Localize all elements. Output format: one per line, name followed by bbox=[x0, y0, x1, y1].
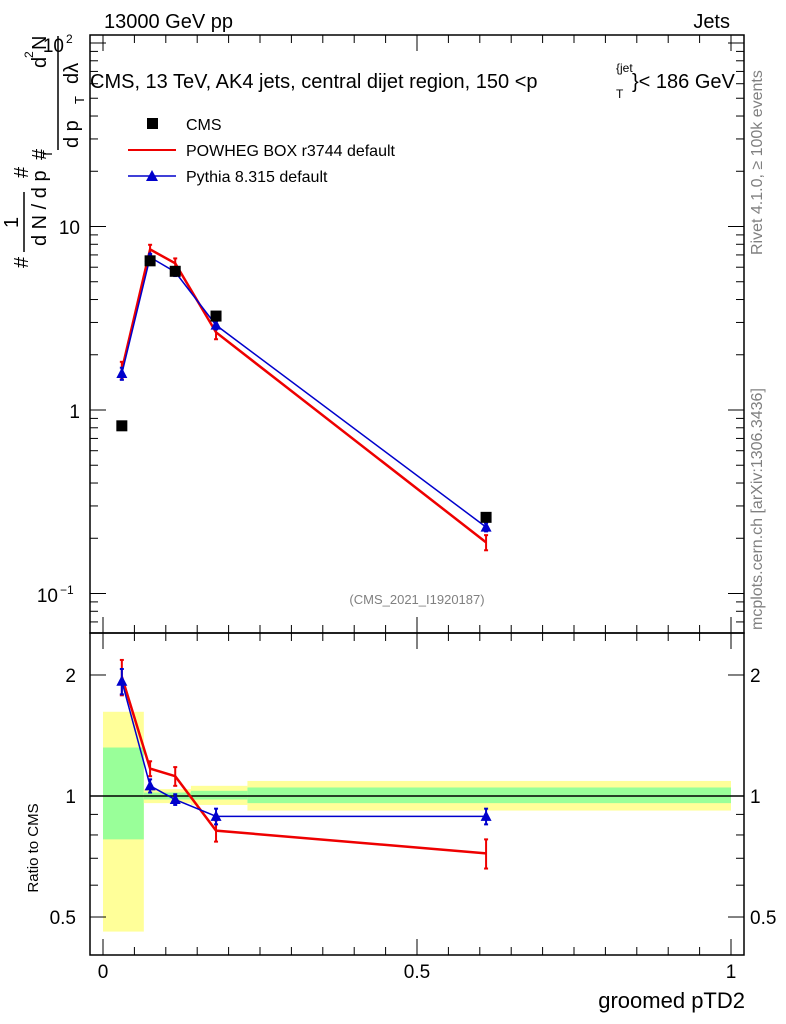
ratio-ytick-0.5-right: 0.5 bbox=[750, 908, 776, 929]
ratio-ytick-1-right: 1 bbox=[750, 787, 761, 808]
main-cms-point bbox=[169, 265, 181, 277]
ylabel-n: N bbox=[29, 36, 51, 50]
ratio-ytick-0.5: 0.5 bbox=[50, 908, 76, 929]
main-powheg-line bbox=[120, 247, 487, 544]
ratio-y-tick-labels: 2 1 0.5 2 1 0.5 bbox=[50, 666, 777, 929]
ylabel-t1: T bbox=[40, 150, 55, 158]
ratio-ytick-2-right: 2 bbox=[750, 666, 761, 687]
title-subscript: T bbox=[616, 87, 624, 101]
ratio-ytick-1: 1 bbox=[65, 787, 76, 808]
mcplots-label: mcplots.cern.ch [arXiv:1306.3436] bbox=[749, 388, 766, 630]
ylabel-hash3: # bbox=[29, 148, 51, 160]
ylabel-hash2: # bbox=[11, 166, 33, 178]
ytick-1: 1 bbox=[69, 402, 80, 423]
energy-label: 13000 GeV pp bbox=[104, 11, 233, 33]
ylabel-one: 1 bbox=[1, 217, 23, 228]
axis-ticks bbox=[90, 35, 744, 955]
main-ylabel: # 1 d N / d p T # # d p T d 2 N dλ bbox=[1, 36, 87, 268]
analysis-id: (CMS_2021_I1920187) bbox=[349, 592, 484, 607]
main-cms-point bbox=[210, 310, 222, 322]
rivet-label: Rivet 4.1.0, ≥ 100k events bbox=[749, 70, 766, 255]
ylabel-dlambda: dλ bbox=[61, 63, 83, 84]
legend-pythia-label: Pythia 8.315 default bbox=[186, 169, 328, 186]
main-cms-point bbox=[144, 255, 156, 267]
x-tick-labels: 0 0.5 1 bbox=[98, 962, 737, 983]
ylabel-t2: T bbox=[72, 96, 87, 104]
ratio-pythia-point bbox=[116, 675, 128, 686]
ratio-powheg-line bbox=[120, 676, 487, 855]
legend-pythia-marker bbox=[146, 170, 158, 181]
green-band-0 bbox=[103, 747, 144, 840]
main-pythia-point bbox=[480, 521, 492, 532]
title-end: }< 186 GeV bbox=[632, 71, 736, 93]
ylabel-d2n: d bbox=[29, 57, 51, 68]
ytick-0.1-base: 10 bbox=[37, 586, 58, 607]
ylabel-dndpt: d N / d p bbox=[29, 170, 51, 246]
legend: CMS POWHEG BOX r3744 default Pythia 8.31… bbox=[128, 117, 396, 186]
ylabel-dpt: d p bbox=[61, 120, 83, 148]
ytick-10: 10 bbox=[59, 218, 80, 239]
main-cms-point bbox=[480, 511, 492, 523]
uncertainty-bands bbox=[103, 711, 731, 932]
main-cms-point bbox=[116, 420, 128, 432]
ytick-100-base: 10 bbox=[43, 36, 64, 57]
data-series bbox=[116, 243, 492, 870]
xtick-0.5: 0.5 bbox=[404, 962, 430, 983]
xtick-0: 0 bbox=[98, 962, 109, 983]
ratio-pythia-point bbox=[169, 793, 181, 805]
main-pythia-point bbox=[210, 319, 222, 330]
category-label: Jets bbox=[693, 11, 730, 33]
main-y-tick-labels: 10 2 10 1 10 −1 bbox=[37, 32, 80, 607]
title-main: CMS, 13 TeV, AK4 jets, central dijet reg… bbox=[90, 71, 538, 93]
main-pythia-line bbox=[121, 256, 487, 528]
green-band-2 bbox=[190, 790, 248, 800]
legend-powheg-label: POWHEG BOX r3744 default bbox=[186, 143, 396, 160]
x-axis-label: groomed pTD2 bbox=[598, 988, 745, 1013]
legend-cms-marker bbox=[147, 118, 158, 129]
ratio-ylabel: Ratio to CMS bbox=[25, 803, 42, 892]
ytick-100-exp: 2 bbox=[66, 32, 73, 46]
ratio-ytick-2: 2 bbox=[65, 666, 76, 687]
legend-cms-label: CMS bbox=[186, 117, 222, 134]
ytick-0.1-exp: −1 bbox=[60, 583, 74, 597]
ratio-pythia-point bbox=[144, 779, 156, 791]
ylabel-hash1: # bbox=[11, 256, 33, 268]
xtick-1: 1 bbox=[726, 962, 737, 983]
title-superscript: {jet bbox=[616, 61, 633, 75]
ratio-pythia-point bbox=[480, 810, 492, 821]
ratio-pythia-point bbox=[210, 810, 222, 821]
plot-title: CMS, 13 TeV, AK4 jets, central dijet reg… bbox=[90, 71, 538, 93]
ylabel-two: 2 bbox=[22, 51, 36, 58]
main-pythia-point bbox=[116, 367, 128, 379]
